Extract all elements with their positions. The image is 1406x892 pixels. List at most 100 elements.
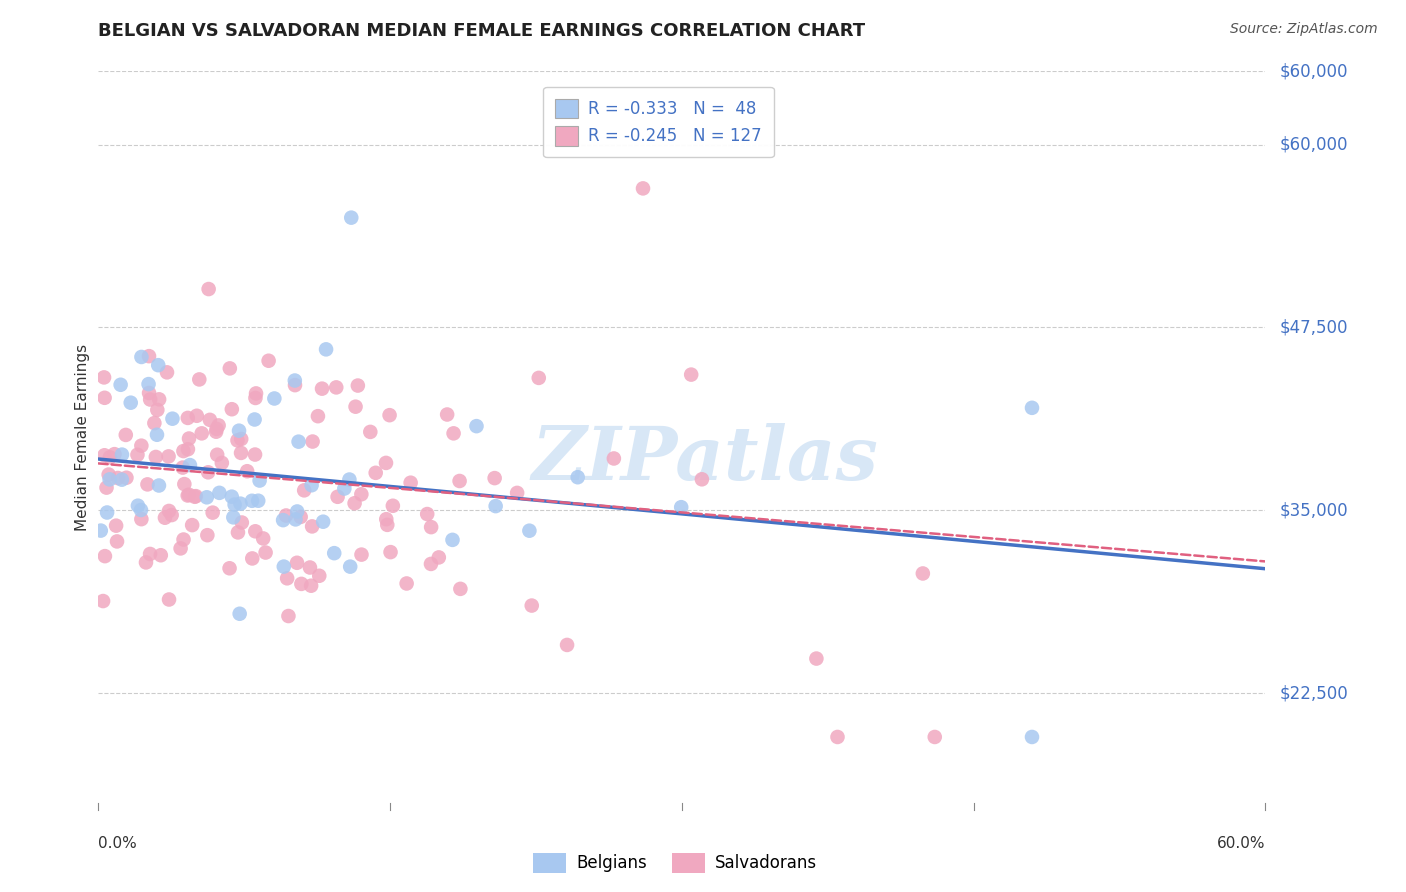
Text: $47,500: $47,500 <box>1279 318 1348 336</box>
Point <box>96 481 118 495</box>
Point <box>308 568 330 582</box>
Point <box>449 582 471 596</box>
Point <box>169 541 191 556</box>
Point <box>380 545 402 559</box>
Point <box>245 386 267 401</box>
Point <box>145 450 167 464</box>
Point <box>103 447 125 461</box>
Point <box>153 510 176 524</box>
Point <box>449 474 471 488</box>
Point <box>218 561 240 575</box>
Point <box>416 507 439 521</box>
Point <box>924 730 946 744</box>
Point <box>195 491 218 505</box>
Point <box>131 512 153 526</box>
Point <box>350 548 373 562</box>
Point <box>138 349 160 363</box>
Point <box>519 524 541 538</box>
Point <box>179 458 201 472</box>
Point <box>195 528 218 542</box>
Point <box>222 510 245 524</box>
Point <box>221 402 243 417</box>
Point <box>325 380 347 394</box>
Point <box>290 509 312 524</box>
Point <box>94 549 117 563</box>
Point <box>465 419 488 434</box>
Point <box>105 534 128 549</box>
Point <box>236 464 259 478</box>
Point <box>97 467 120 482</box>
Point <box>156 365 179 379</box>
Text: 0.0%: 0.0% <box>98 836 138 851</box>
Text: $35,000: $35,000 <box>1279 501 1348 519</box>
Point <box>105 518 128 533</box>
Point <box>254 545 277 559</box>
Point <box>436 408 458 422</box>
Point <box>90 524 112 538</box>
Point <box>326 490 349 504</box>
Point <box>184 489 207 503</box>
Point <box>359 425 381 439</box>
Point <box>555 638 578 652</box>
Text: $22,500: $22,500 <box>1279 684 1348 702</box>
Point <box>226 525 249 540</box>
Legend: Belgians, Salvadorans: Belgians, Salvadorans <box>526 847 824 880</box>
Point <box>427 550 450 565</box>
Point <box>224 498 246 512</box>
Point <box>177 442 200 457</box>
Point <box>229 497 252 511</box>
Point <box>277 609 299 624</box>
Point <box>231 432 253 446</box>
Point <box>301 434 323 449</box>
Point <box>160 508 183 522</box>
Point <box>343 496 366 510</box>
Point <box>681 368 703 382</box>
Point <box>207 418 229 433</box>
Point <box>441 533 464 547</box>
Point <box>157 450 180 464</box>
Point <box>249 474 271 488</box>
Point <box>292 483 315 498</box>
Point <box>340 211 363 225</box>
Point <box>229 446 252 460</box>
Point <box>173 477 195 491</box>
Point <box>378 408 401 422</box>
Point <box>228 424 250 438</box>
Point <box>135 556 157 570</box>
Point <box>567 470 589 484</box>
Point <box>274 508 297 523</box>
Point <box>146 403 169 417</box>
Point <box>375 456 398 470</box>
Point <box>443 426 465 441</box>
Point <box>148 478 170 492</box>
Point <box>364 466 387 480</box>
Legend: R = -0.333   N =  48, R = -0.245   N = 127: R = -0.333 N = 48, R = -0.245 N = 127 <box>544 87 773 157</box>
Point <box>806 651 828 665</box>
Point <box>93 448 115 462</box>
Point <box>271 513 294 527</box>
Point <box>323 546 346 560</box>
Point <box>177 411 200 425</box>
Point <box>311 382 333 396</box>
Point <box>252 532 274 546</box>
Point <box>240 551 263 566</box>
Point <box>131 439 153 453</box>
Point <box>111 448 134 462</box>
Point <box>138 386 160 401</box>
Point <box>148 358 170 372</box>
Point <box>211 456 233 470</box>
Point <box>173 533 195 547</box>
Point <box>339 559 361 574</box>
Point <box>395 576 418 591</box>
Point <box>98 472 121 486</box>
Point <box>186 409 208 423</box>
Point <box>298 560 321 574</box>
Point <box>301 478 323 492</box>
Point <box>91 594 114 608</box>
Point <box>631 181 654 195</box>
Point <box>136 477 159 491</box>
Point <box>157 504 180 518</box>
Point <box>226 434 249 448</box>
Point <box>257 353 280 368</box>
Point <box>218 361 240 376</box>
